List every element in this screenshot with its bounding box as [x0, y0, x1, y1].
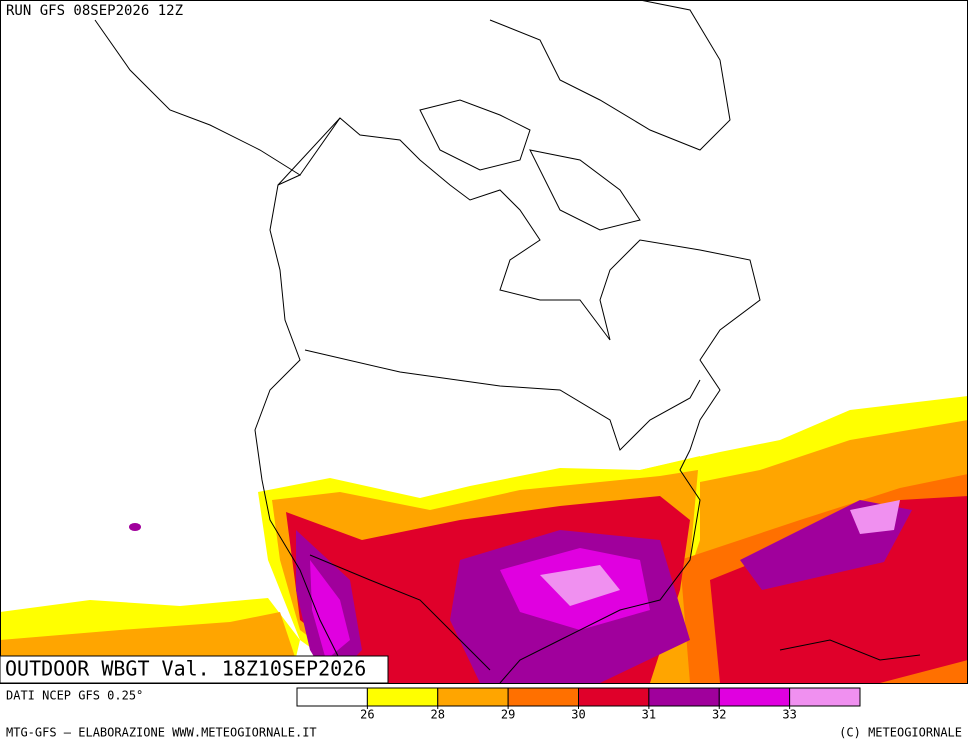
legend-box — [789, 687, 861, 707]
legend-label: 30 — [571, 708, 585, 722]
legend-box — [366, 687, 439, 707]
heat-area — [129, 523, 141, 531]
coastline — [529, 149, 641, 231]
footer-right: (C) METEOGIORNALE — [839, 726, 962, 740]
heat-area — [540, 565, 620, 606]
coastline — [299, 117, 761, 684]
legend-box — [507, 687, 579, 707]
coastline — [94, 19, 341, 661]
legend-label: 33 — [782, 708, 796, 722]
legend-label: 28 — [431, 708, 445, 722]
legend-label: 31 — [642, 708, 656, 722]
legend-label: 26 — [360, 708, 374, 722]
coastline — [419, 99, 531, 171]
coastline — [779, 639, 921, 661]
legend-box — [437, 687, 509, 707]
legend-label: 32 — [712, 708, 726, 722]
heat-area — [710, 496, 968, 683]
coastlines — [94, 0, 921, 684]
legend-box — [296, 687, 368, 707]
colorbar: 26 28 29 30 31 32 33 — [296, 687, 861, 722]
heat-fields — [0, 396, 968, 683]
coastline — [304, 349, 701, 451]
heat-area — [310, 560, 350, 660]
coastline — [489, 0, 731, 151]
legend-box — [578, 687, 650, 707]
heat-area — [850, 500, 900, 534]
run-label: RUN GFS 08SEP2026 12Z — [6, 3, 183, 19]
legend-box — [718, 687, 791, 707]
source-label: DATI NCEP GFS 0.25° — [6, 689, 143, 703]
coastline — [309, 554, 491, 671]
legend-label: 29 — [501, 708, 515, 722]
legend-box — [648, 687, 720, 707]
title-box — [0, 655, 389, 684]
footer-left: MTG-GFS — ELABORAZIONE WWW.METEOGIORNALE… — [6, 726, 317, 740]
map-title: OUTDOOR WBGT Val. 18Z10SEP2026 — [5, 657, 366, 681]
coastline — [277, 117, 341, 186]
